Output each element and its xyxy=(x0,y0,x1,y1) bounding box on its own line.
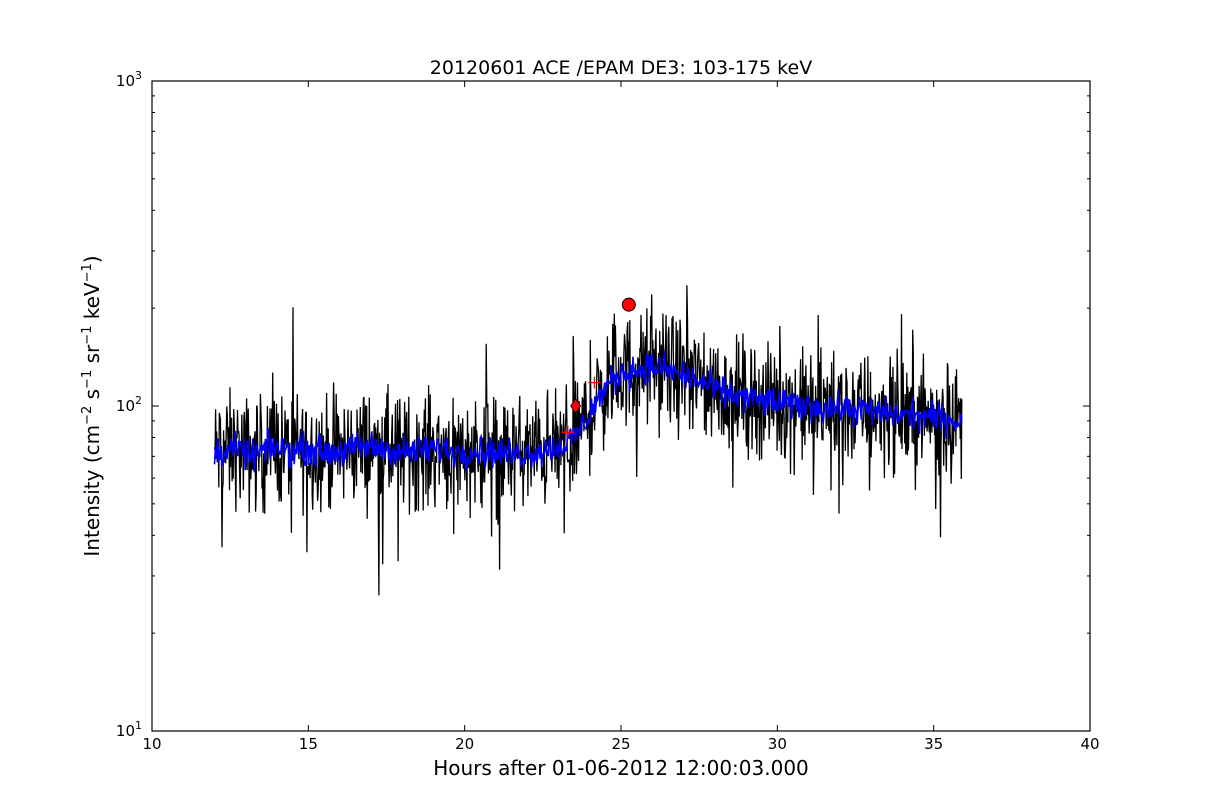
x-tick-label: 40 xyxy=(1080,735,1099,753)
y-tick-label: 101 xyxy=(116,719,142,740)
series-raw-line xyxy=(213,285,963,596)
marker-circle xyxy=(621,297,636,312)
series-smoothed-line xyxy=(213,350,963,473)
plot-area xyxy=(151,80,1091,732)
x-tick-label: 10 xyxy=(142,735,161,753)
y-axis: 101 102 103 xyxy=(116,69,1090,740)
x-axis-label: Hours after 01-06-2012 12:00:03.000 xyxy=(433,756,809,780)
x-tick-label: 30 xyxy=(768,735,787,753)
marker-diamond xyxy=(570,398,582,414)
x-tick-label: 15 xyxy=(299,735,318,753)
x-tick-label: 25 xyxy=(611,735,630,753)
x-axis: 10 15 20 25 30 35 40 xyxy=(142,81,1100,753)
x-tick-label: 35 xyxy=(924,735,943,753)
y-tick-label: 102 xyxy=(116,394,142,415)
marker-layer xyxy=(561,297,636,439)
marker-plus xyxy=(588,376,601,389)
x-tick-label: 20 xyxy=(455,735,474,753)
series-layer xyxy=(213,285,963,596)
y-tick-label: 103 xyxy=(116,69,142,90)
chart-title: 20120601 ACE /EPAM DE3: 103-175 keV xyxy=(430,57,812,79)
y-axis-label: Intensity (cm−2 s−1 sr−1 keV−1) xyxy=(80,255,104,556)
marker-plus xyxy=(561,426,574,439)
